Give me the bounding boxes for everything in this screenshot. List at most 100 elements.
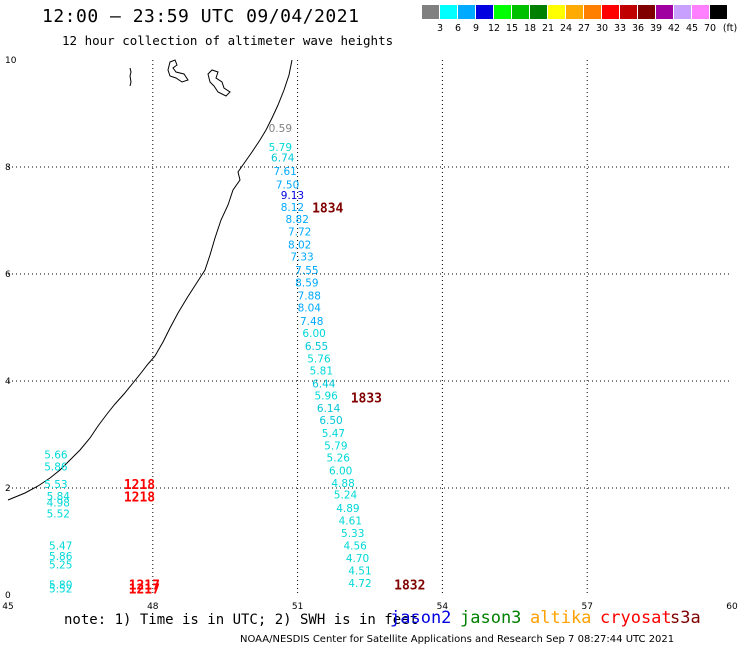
swh-value: 5.33: [341, 528, 364, 540]
swh-value: 5.80: [49, 580, 72, 592]
color-scale-label: 9: [472, 23, 480, 34]
swh-value: 8.02: [288, 239, 311, 251]
color-scale-label: 3: [436, 23, 444, 34]
color-scale-label: 33: [613, 23, 627, 34]
swh-value: 4.61: [339, 515, 362, 527]
swh-value: 7.88: [298, 291, 321, 303]
color-scale-label: 24: [559, 23, 573, 34]
swh-value: 8.04: [298, 302, 322, 314]
swh-value: 7.48: [300, 316, 323, 328]
color-scale-label: 21: [541, 23, 555, 34]
satellite-jason3: jason3: [460, 608, 522, 628]
swh-value: 5.84: [47, 491, 71, 503]
coastline: [7, 59, 293, 501]
swh-value: 5.47: [49, 541, 72, 553]
swh-value: 6.00: [302, 328, 325, 340]
map-subtitle: 12 hour collection of altimeter wave hei…: [62, 33, 394, 48]
color-scale-label: 15: [505, 23, 519, 34]
color-swatch: [530, 5, 547, 19]
color-swatch: [710, 5, 727, 19]
swh-value: 7.33: [290, 252, 313, 264]
swh-value: 5.96: [314, 391, 338, 403]
color-scale-label: 36: [631, 23, 645, 34]
pass-time-label: 1218: [124, 478, 155, 493]
swh-value: 5.24: [334, 490, 358, 502]
swh-value: 5.53: [44, 479, 67, 491]
swh-value: 6.14: [317, 403, 341, 415]
y-tick-label: 2: [5, 484, 11, 494]
footer-note: note: 1) Time is in UTC; 2) SWH is in fe…: [64, 612, 419, 628]
swh-value: 7.61: [273, 166, 296, 178]
color-scale-label: 12: [487, 23, 501, 34]
color-scale-label: 39: [649, 23, 663, 34]
swh-value: 5.66: [44, 450, 68, 462]
credit-line: NOAA/NESDIS Center for Satellite Applica…: [240, 634, 675, 645]
satellite-cryosat: cryosat: [600, 608, 672, 628]
y-tick-label: 4: [5, 377, 11, 387]
swh-value: 5.76: [307, 353, 331, 365]
swh-value: 6.74: [271, 153, 295, 165]
pass-time-label: 1217: [129, 582, 160, 597]
x-tick-label: 54: [437, 602, 449, 612]
swh-value: 4.98: [47, 498, 70, 510]
pass-time-label: 1218: [124, 490, 155, 505]
color-scale-label: 70: [703, 23, 717, 34]
color-swatch: [656, 5, 673, 19]
satellite-jason2: jason2: [390, 608, 452, 628]
color-swatch: [566, 5, 583, 19]
swh-value: 5.25: [49, 559, 72, 571]
island-socotra-2: [167, 59, 189, 83]
color-swatch: [638, 5, 655, 19]
color-scale-label: 30: [595, 23, 609, 34]
swh-value: 5.79: [324, 440, 347, 452]
swh-value: 4.56: [343, 541, 367, 553]
swh-value: 9.13: [281, 190, 304, 202]
swh-value: 8.82: [286, 214, 309, 226]
swh-value: 5.86: [44, 461, 68, 473]
y-tick-label: 0: [5, 591, 11, 601]
swh-value: 6.00: [329, 466, 352, 478]
swh-observations: 0.595.796.747.617.509.138.128.827.728.02…: [44, 123, 371, 595]
swh-value: 4.89: [336, 503, 359, 515]
swh-value: 6.50: [319, 415, 342, 427]
color-swatch: [620, 5, 637, 19]
x-tick-label: 57: [581, 602, 592, 612]
y-tick-label: 6: [5, 270, 11, 280]
swh-value: 4.51: [348, 566, 371, 578]
color-swatch: [422, 5, 439, 19]
grid-lines: [8, 60, 732, 595]
swh-value: 6.55: [305, 341, 328, 353]
pass-time-label: 1217: [129, 579, 160, 594]
color-swatch: [584, 5, 601, 19]
swh-value: 5.52: [49, 583, 72, 595]
color-swatch: [548, 5, 565, 19]
swh-value: 5.52: [47, 508, 70, 520]
x-tick-label: 51: [292, 602, 303, 612]
pass-time-label: 1834: [312, 201, 343, 216]
color-swatch: [476, 5, 493, 19]
swh-value: 7.50: [276, 179, 299, 191]
swh-value: 5.86: [49, 551, 73, 563]
color-scale-unit: (ft): [722, 23, 738, 34]
swh-value: 0.59: [269, 123, 292, 135]
satellite-altika: altika: [530, 608, 592, 628]
color-scale-label: 27: [577, 23, 591, 34]
color-swatch: [440, 5, 457, 19]
coastline-somalia: [7, 59, 293, 501]
color-swatch: [494, 5, 511, 19]
swh-value: 4.70: [346, 553, 369, 565]
satellite-s3a: s3a: [670, 608, 701, 628]
swh-value: 5.47: [322, 428, 345, 440]
axis-ticks: 45 48 51 54 57 60 0 2 4 6 8 10: [2, 56, 738, 612]
color-swatch: [674, 5, 691, 19]
swh-value: 7.55: [295, 265, 318, 277]
color-swatch: [602, 5, 619, 19]
color-scale-label: 45: [685, 23, 699, 34]
island-socotra-1: [129, 67, 132, 87]
swh-value: 8.12: [281, 202, 304, 214]
map-title: 12:00 – 23:59 UTC 09/04/2021: [42, 6, 360, 27]
swh-value: 4.72: [348, 578, 371, 590]
swh-value: 5.26: [327, 452, 351, 464]
pass-time-label: 1832: [394, 579, 425, 594]
